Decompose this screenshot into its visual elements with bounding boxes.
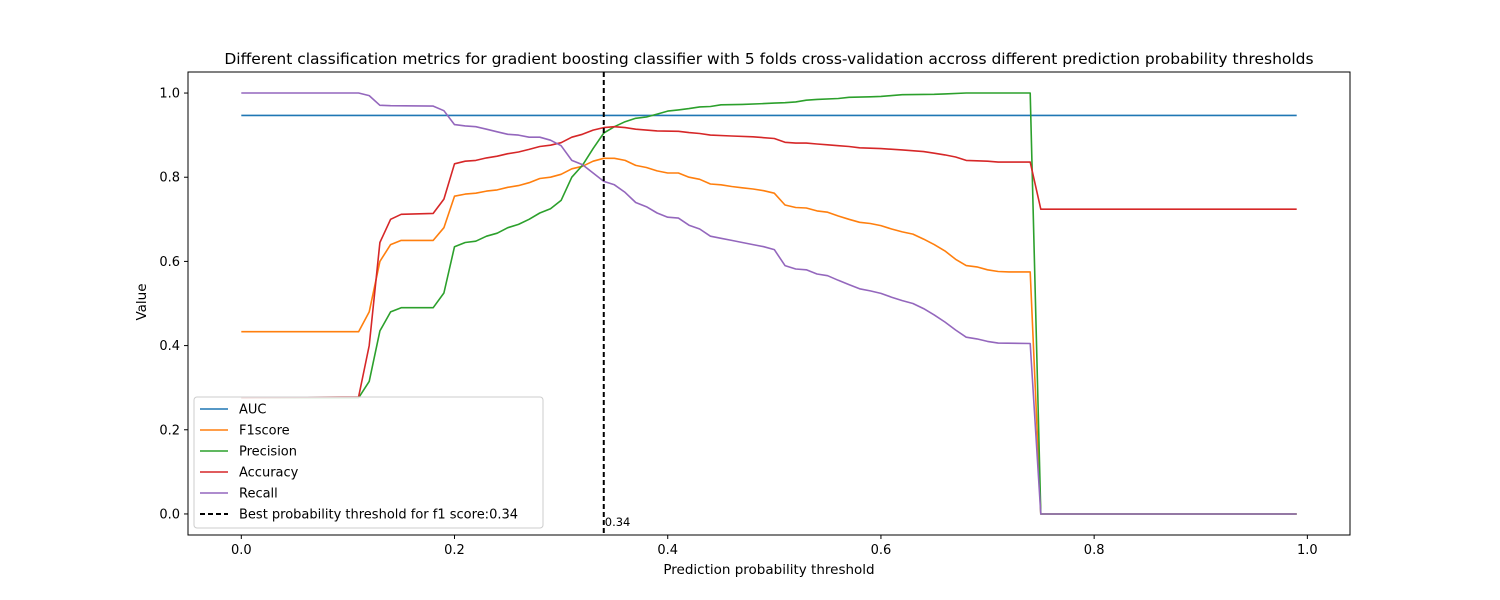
legend-label-precision: Precision [239,445,297,460]
legend-box [193,396,544,529]
legend-label-auc: AUC [239,403,267,418]
series-line-accuracy [241,125,1297,399]
legend-label-f1score: F1score [239,424,290,439]
series-line-precision [241,92,1297,515]
y-tick-label: 0.6 [159,255,180,270]
y-tick-label: 0.4 [159,339,180,354]
chart-title: Different classification metrics for gra… [224,50,1313,68]
x-tick-label: 1.0 [1297,543,1318,558]
plot-area: 0.34 [187,71,1351,536]
legend: AUC F1score Precision Accuracy Recall Best pr… [193,396,544,529]
legend-label-recall: Recall [239,487,278,502]
y-tick-label: 1.0 [159,87,180,102]
y-tick-label: 0.2 [159,423,180,438]
y-tick-label: 0.8 [159,171,180,186]
best-threshold-annotation: 0.34 [605,515,631,529]
legend-label-best-threshold: Best probability threshold for f1 score:… [239,508,518,523]
x-axis-title: Prediction probability threshold [663,562,874,578]
series-line-recall [241,92,1297,515]
y-axis-title: Value [134,283,150,320]
axes-frame [187,71,1351,536]
x-tick-label: 0.0 [231,543,252,558]
axis-ticks: 0.0 0.2 0.4 0.6 0.8 1.0 0.0 0.2 0.4 0.6 0.8 1.0 [159,87,1317,558]
y-tick-label: 0.0 [159,507,180,522]
x-tick-label: 0.8 [1084,543,1105,558]
series-line-f1score [241,157,1297,515]
x-tick-label: 0.2 [444,543,465,558]
x-tick-label: 0.6 [871,543,892,558]
legend-label-accuracy: Accuracy [239,466,299,481]
x-tick-label: 0.4 [657,543,678,558]
